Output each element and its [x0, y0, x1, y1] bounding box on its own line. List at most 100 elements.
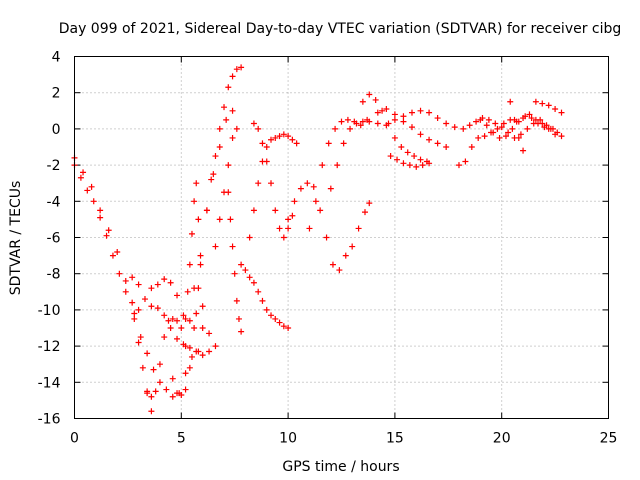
y-tick-label: -14: [38, 375, 61, 391]
data-point: [528, 115, 535, 122]
data-point: [338, 118, 345, 125]
data-point: [285, 133, 292, 140]
data-point: [366, 91, 373, 98]
series-track-16: [250, 120, 296, 241]
data-point: [434, 140, 441, 147]
data-point: [255, 125, 262, 132]
data-point: [323, 234, 330, 241]
data-point: [129, 299, 136, 306]
data-point: [552, 105, 559, 112]
data-point: [332, 125, 339, 132]
chart-title: Day 099 of 2021, Sidereal Day-to-day VTE…: [59, 21, 622, 37]
data-point: [280, 323, 287, 330]
data-point: [212, 343, 219, 350]
data-point: [186, 364, 193, 371]
data-point: [255, 288, 262, 295]
data-point: [178, 391, 185, 398]
data-point: [197, 252, 204, 259]
data-points: [71, 64, 565, 415]
data-point: [520, 147, 527, 154]
data-point: [500, 120, 507, 127]
data-point: [174, 317, 181, 324]
data-point: [135, 339, 142, 346]
data-point: [109, 252, 116, 259]
data-point: [156, 361, 163, 368]
series-track-7: [169, 285, 202, 398]
data-point: [212, 153, 219, 160]
data-point: [361, 209, 368, 216]
data-point: [477, 116, 484, 123]
data-point: [199, 303, 206, 310]
data-point: [131, 310, 138, 317]
data-point: [186, 261, 193, 268]
data-point: [97, 207, 104, 214]
x-tick-label: 0: [70, 431, 79, 447]
data-point: [197, 261, 204, 268]
data-point: [545, 102, 552, 109]
data-point: [250, 120, 257, 127]
y-tick-label: -2: [47, 158, 61, 174]
data-point: [276, 225, 283, 232]
data-point: [334, 162, 341, 169]
data-point: [193, 180, 200, 187]
data-point: [246, 274, 253, 281]
data-point: [152, 388, 159, 395]
data-point: [169, 375, 176, 382]
data-point: [372, 96, 379, 103]
data-point: [475, 134, 482, 141]
data-point: [558, 133, 565, 140]
data-point: [212, 243, 219, 250]
series-track-6: [148, 276, 219, 350]
series-track-22: [374, 107, 467, 132]
y-tick-label: 2: [52, 86, 61, 102]
data-point: [280, 131, 287, 138]
data-point: [276, 319, 283, 326]
data-point: [229, 243, 236, 250]
series-track-10: [203, 73, 236, 214]
series-track-20: [359, 91, 430, 165]
data-point: [163, 386, 170, 393]
data-point: [97, 214, 104, 221]
series-track-18: [306, 116, 371, 232]
data-point: [131, 315, 138, 322]
data-point: [216, 216, 223, 223]
data-point: [276, 133, 283, 140]
series-track-21: [366, 105, 450, 150]
data-point: [517, 131, 524, 138]
series-track-9: [191, 107, 236, 292]
data-point: [137, 334, 144, 341]
data-point: [191, 198, 198, 205]
data-point: [289, 212, 296, 219]
data-point: [233, 297, 240, 304]
x-tick-label: 15: [386, 431, 404, 447]
data-point: [80, 169, 87, 176]
data-point: [188, 353, 195, 360]
data-point: [532, 98, 539, 105]
data-point: [526, 111, 533, 118]
series-track-2: [71, 162, 142, 313]
data-point: [186, 344, 193, 351]
series-track-13: [225, 189, 245, 335]
x-tick-label: 25: [600, 431, 618, 447]
data-point: [139, 364, 146, 371]
data-point: [191, 285, 198, 292]
series-track-12: [233, 64, 245, 73]
data-point: [148, 408, 155, 415]
x-tick-label: 10: [279, 431, 297, 447]
data-point: [426, 136, 433, 143]
data-point: [161, 312, 168, 319]
series-track-23: [387, 153, 433, 170]
data-point: [182, 343, 189, 350]
y-tick-label: -6: [47, 231, 61, 247]
data-point: [366, 200, 373, 207]
data-point: [182, 315, 189, 322]
data-point: [541, 124, 548, 131]
data-point: [455, 162, 462, 169]
data-point: [199, 352, 206, 359]
data-point: [554, 129, 561, 136]
data-point: [103, 232, 110, 239]
data-point: [419, 162, 426, 169]
data-point: [285, 225, 292, 232]
data-point: [238, 64, 245, 71]
data-point: [379, 107, 386, 114]
